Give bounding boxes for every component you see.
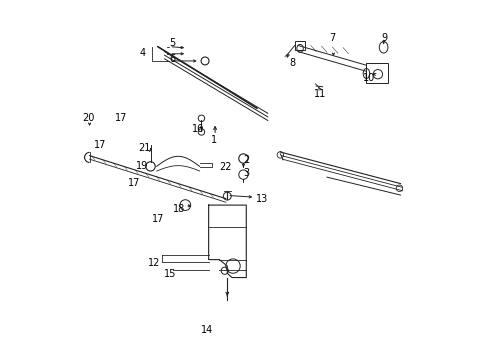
Text: 10: 10	[363, 73, 375, 83]
Text: 12: 12	[148, 258, 160, 268]
Text: 22: 22	[219, 162, 232, 172]
Text: 21: 21	[138, 143, 150, 153]
Text: 5: 5	[169, 38, 176, 48]
Text: 20: 20	[82, 113, 95, 123]
Text: 1: 1	[210, 135, 217, 145]
Text: 17: 17	[94, 140, 106, 150]
Text: 6: 6	[169, 54, 176, 64]
Text: 7: 7	[328, 33, 335, 43]
Text: 18: 18	[173, 204, 185, 215]
Text: 15: 15	[164, 269, 176, 279]
Text: 4: 4	[139, 48, 145, 58]
Text: 19: 19	[136, 161, 148, 171]
Text: 16: 16	[191, 124, 203, 134]
Text: 2: 2	[243, 155, 249, 165]
Text: 17: 17	[114, 113, 127, 123]
Text: 8: 8	[289, 58, 295, 68]
Text: 14: 14	[200, 325, 213, 335]
Text: 11: 11	[313, 89, 325, 99]
Text: 17: 17	[127, 178, 140, 188]
Text: 3: 3	[243, 168, 249, 178]
Text: 9: 9	[381, 33, 386, 43]
Text: 13: 13	[255, 194, 267, 204]
Text: 17: 17	[151, 215, 163, 224]
